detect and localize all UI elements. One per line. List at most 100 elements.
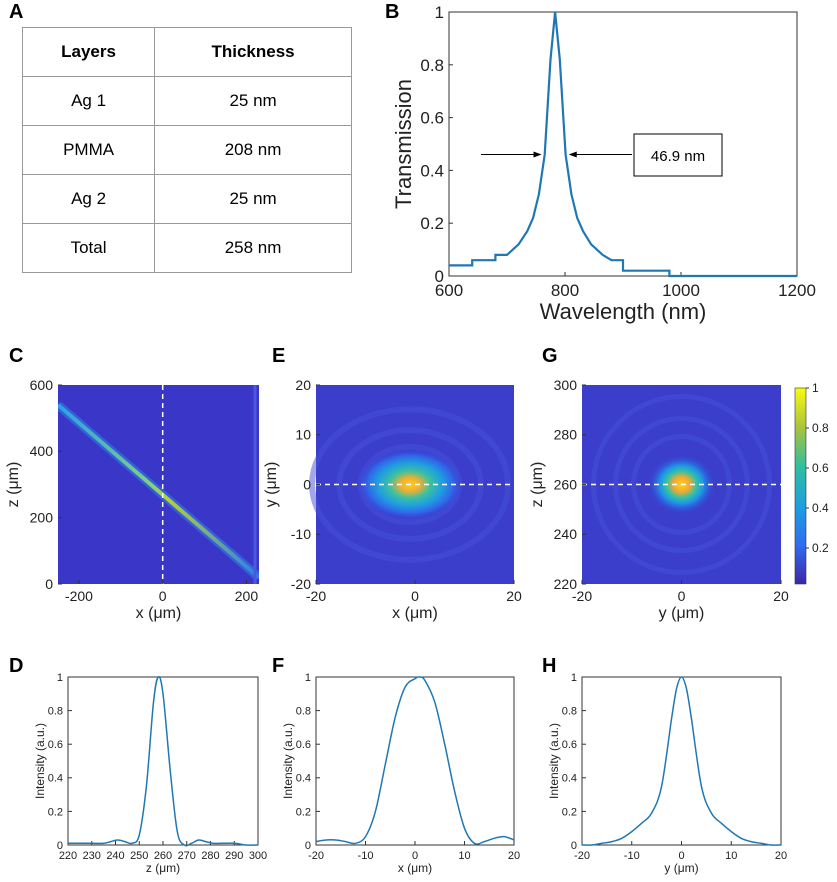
colorbar-tick-label: 1 <box>812 381 819 395</box>
x-tick-label: 10 <box>725 850 737 862</box>
y-tick-label: 1 <box>57 672 63 684</box>
series-line-intensity <box>315 676 515 845</box>
y-axis-label: Intensity (a.u.) <box>281 723 295 799</box>
x-tick-label: 20 <box>773 588 789 604</box>
axes-E: -20 0 20 -20 -10 0 10 20 x (μm) y (μm) <box>263 377 522 622</box>
colorbar-tick-label: 0.2 <box>812 541 829 555</box>
table-row: Total 258 nm <box>21 223 352 273</box>
table-row: Ag 1 25 nm <box>21 76 352 126</box>
y-tick-label: 1 <box>305 672 311 684</box>
y-tick-label: 0 <box>305 840 311 852</box>
x-tick-label: 20 <box>775 850 787 862</box>
x-tick-label: -20 <box>574 850 590 862</box>
axes-G: -20 0 20 220 240 260 280 300 y (μm) z (μm) <box>529 377 789 622</box>
x-tick-label: 1000 <box>662 281 700 300</box>
y-tick-label: 260 <box>554 476 578 492</box>
x-tick-label: -20 <box>308 850 324 862</box>
x-tick-label: 1200 <box>778 281 816 300</box>
colorbar-tick-label: 0.6 <box>812 461 829 475</box>
y-axis-label: z (μm) <box>5 462 22 508</box>
y-tick-label: 0.2 <box>48 806 63 818</box>
plot-frame <box>581 676 782 846</box>
x-axis-label: x (μm) <box>392 605 438 622</box>
x-tick-label: 270 <box>178 850 196 862</box>
y-tick-label: 220 <box>554 576 578 592</box>
x-tick-label: -10 <box>624 850 640 862</box>
y-tick-label: -10 <box>291 526 311 542</box>
x-tick-label: 0 <box>412 850 418 862</box>
x-tick-label: 800 <box>551 281 579 300</box>
colorbar-tick-label: 0.8 <box>812 421 829 435</box>
layer-thickness-table: Layers Thickness Ag 1 25 nm PMMA 208 nm … <box>21 27 352 273</box>
y-tick-label: 0 <box>303 476 311 492</box>
y-tick-label: 0 <box>45 576 53 592</box>
y-tick-label: -20 <box>291 576 311 592</box>
x-tick-label: 0 <box>159 588 167 604</box>
y-tick-label: 280 <box>554 427 578 443</box>
x-tick-label: 290 <box>225 850 243 862</box>
y-axis-label: z (μm) <box>529 462 546 508</box>
y-tick-label: 240 <box>554 526 578 542</box>
y-tick-label: 10 <box>295 427 311 443</box>
x-tick-label: 0 <box>678 850 684 862</box>
y-tick-label: 1 <box>435 3 444 22</box>
x-tick-label: 280 <box>201 850 219 862</box>
panel-label-h: H <box>542 655 557 677</box>
y-tick-label: 0 <box>571 840 577 852</box>
y-tick-label: 400 <box>30 443 54 459</box>
beam-group <box>58 385 259 584</box>
y-axis-label: Intensity (a.u.) <box>33 723 47 799</box>
x-tick-label: -10 <box>358 850 374 862</box>
panel-label-f: F <box>272 655 285 677</box>
x-tick-label: 600 <box>435 281 463 300</box>
axes-F: -20 -10 0 10 20 0 0.2 0.4 0.6 0.8 1 x (μm) Intensity… <box>281 672 520 875</box>
y-tick-label: 0.2 <box>562 806 577 818</box>
y-axis-label: Transmission <box>391 79 416 209</box>
x-tick-label: -20 <box>306 588 326 604</box>
panel-label-b: B <box>385 1 400 23</box>
table-row: PMMA 208 nm <box>21 125 352 175</box>
table-cell: 258 nm <box>154 223 352 273</box>
y-axis-label: Intensity (a.u.) <box>547 723 561 799</box>
axes-D: 220 230 240 250 260 270 280 290 300 0 0.2 0.4 0.6 0.8… <box>33 672 267 875</box>
y-tick-label: 0.6 <box>420 109 444 128</box>
y-tick-label: 0.2 <box>296 806 311 818</box>
x-axis-label: Wavelength (nm) <box>540 299 707 324</box>
y-axis-label: y (μm) <box>263 462 280 508</box>
axes-B: 600 800 1000 1200 0 0.2 0.4 0.6 0.8 1 Wavelength (… <box>391 3 816 324</box>
x-tick-label: 20 <box>506 588 522 604</box>
y-tick-label: 600 <box>30 377 54 393</box>
y-tick-label: 0.6 <box>562 739 577 751</box>
table-header-layers: Layers <box>21 27 156 77</box>
x-tick-label: 10 <box>458 850 470 862</box>
x-tick-label: 230 <box>83 850 101 862</box>
y-tick-label: 1 <box>571 672 577 684</box>
x-tick-label: 0 <box>411 588 419 604</box>
y-tick-label: 0.8 <box>48 705 63 717</box>
series-line-transmission <box>449 11 797 278</box>
plot-frame <box>315 676 515 846</box>
y-tick-label: 0.4 <box>296 773 311 785</box>
series-line-intensity <box>581 676 782 846</box>
panel-label-g: G <box>542 345 558 367</box>
y-tick-label: 0 <box>57 840 63 852</box>
y-tick-label: 0.4 <box>48 773 63 785</box>
table-header-row: Layers Thickness <box>21 27 352 77</box>
table-cell: Ag 2 <box>21 174 156 224</box>
table-cell: PMMA <box>21 125 156 175</box>
panel-label-c: C <box>9 345 24 367</box>
x-tick-label: 260 <box>154 850 172 862</box>
y-tick-label: 0.2 <box>420 214 444 233</box>
fwhm-arrowhead-left <box>533 151 542 158</box>
series-line-intensity <box>68 675 259 847</box>
beam-core <box>58 403 259 579</box>
fwhm-annotation-label: 46.9 nm <box>651 148 705 165</box>
x-axis-label: y (μm) <box>664 861 698 875</box>
y-tick-label: 0.8 <box>420 56 444 75</box>
x-tick-label: 250 <box>130 850 148 862</box>
x-tick-label: -200 <box>65 588 93 604</box>
colorbar-tick-label: 0.4 <box>812 501 829 515</box>
x-axis-label: x (μm) <box>398 861 432 875</box>
y-tick-label: 0.8 <box>562 705 577 717</box>
